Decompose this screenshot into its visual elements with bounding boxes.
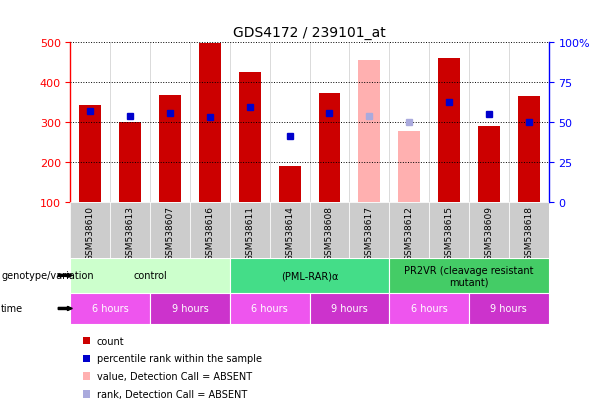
Bar bbox=[230, 258, 389, 293]
Text: rank, Detection Call = ABSENT: rank, Detection Call = ABSENT bbox=[97, 389, 247, 399]
Bar bbox=[80, 106, 101, 202]
Text: GSM538613: GSM538613 bbox=[126, 205, 135, 260]
Text: GSM538609: GSM538609 bbox=[484, 205, 493, 260]
Text: GSM538616: GSM538616 bbox=[205, 205, 215, 260]
Text: (PML-RAR)α: (PML-RAR)α bbox=[281, 271, 338, 281]
Text: genotype/variation: genotype/variation bbox=[1, 271, 94, 281]
Text: time: time bbox=[1, 304, 23, 314]
Bar bbox=[438, 59, 460, 202]
Text: value, Detection Call = ABSENT: value, Detection Call = ABSENT bbox=[97, 371, 252, 381]
Text: 9 hours: 9 hours bbox=[172, 304, 208, 314]
Bar bbox=[389, 293, 469, 324]
Text: 6 hours: 6 hours bbox=[251, 304, 288, 314]
Text: percentile rank within the sample: percentile rank within the sample bbox=[97, 354, 262, 363]
Bar bbox=[230, 202, 270, 258]
Text: GSM538611: GSM538611 bbox=[245, 205, 254, 260]
Title: GDS4172 / 239101_at: GDS4172 / 239101_at bbox=[233, 26, 386, 40]
Bar bbox=[279, 166, 300, 202]
Bar bbox=[239, 73, 261, 202]
Bar bbox=[70, 293, 150, 324]
Text: 6 hours: 6 hours bbox=[92, 304, 129, 314]
Text: GSM538615: GSM538615 bbox=[444, 205, 454, 260]
Text: GSM538614: GSM538614 bbox=[285, 205, 294, 260]
Text: count: count bbox=[97, 336, 124, 346]
Text: PR2VR (cleavage resistant
mutant): PR2VR (cleavage resistant mutant) bbox=[404, 265, 534, 287]
Bar bbox=[310, 202, 349, 258]
Bar bbox=[469, 202, 509, 258]
Text: GSM538610: GSM538610 bbox=[86, 205, 95, 260]
Bar bbox=[518, 97, 539, 202]
Bar bbox=[389, 202, 429, 258]
Text: GSM538608: GSM538608 bbox=[325, 205, 334, 260]
Bar bbox=[429, 202, 469, 258]
Bar bbox=[70, 202, 110, 258]
Bar bbox=[199, 44, 221, 202]
Text: GSM538612: GSM538612 bbox=[405, 205, 414, 260]
Text: 6 hours: 6 hours bbox=[411, 304, 447, 314]
Bar bbox=[159, 95, 181, 202]
Bar bbox=[150, 202, 190, 258]
Text: GSM538618: GSM538618 bbox=[524, 205, 533, 260]
Bar bbox=[120, 123, 141, 202]
Bar bbox=[270, 202, 310, 258]
Bar bbox=[509, 202, 549, 258]
Bar bbox=[319, 93, 340, 202]
Bar bbox=[359, 61, 380, 202]
Bar bbox=[389, 258, 549, 293]
Text: GSM538617: GSM538617 bbox=[365, 205, 374, 260]
Text: control: control bbox=[133, 271, 167, 281]
Text: 9 hours: 9 hours bbox=[490, 304, 527, 314]
Bar bbox=[230, 293, 310, 324]
Text: 9 hours: 9 hours bbox=[331, 304, 368, 314]
Bar bbox=[310, 293, 389, 324]
Bar bbox=[349, 202, 389, 258]
Bar bbox=[110, 202, 150, 258]
Bar bbox=[150, 293, 230, 324]
Bar bbox=[478, 127, 500, 202]
Bar bbox=[469, 293, 549, 324]
Text: GSM538607: GSM538607 bbox=[166, 205, 175, 260]
Bar bbox=[190, 202, 230, 258]
Bar bbox=[70, 258, 230, 293]
Bar bbox=[398, 132, 420, 202]
